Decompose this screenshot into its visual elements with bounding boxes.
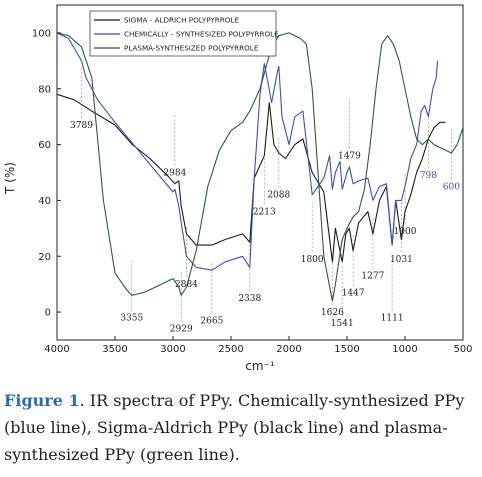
peak-label: 1031 (390, 255, 413, 265)
x-tick-label: 2500 (218, 344, 243, 355)
series-lines (56, 32, 464, 302)
peak-label: 600 (443, 182, 460, 192)
peak-label: 1479 (338, 152, 361, 162)
peak-label: 1541 (331, 319, 354, 329)
figure-caption: Figure 1. IR spectra of PPy. Chemically-… (4, 387, 478, 468)
peak-label: 2665 (200, 316, 223, 326)
x-axis-title: cm⁻¹ (245, 359, 275, 373)
peak-label: 1447 (342, 288, 365, 298)
legend: SIGMA - ALDRICH POLYPYRROLE CHEMICALLY - … (89, 10, 279, 57)
peak-label: 1800 (301, 255, 324, 265)
axis-ticks: 4000 3500 3000 2500 2000 1500 1000 500 0 20 40 60 80… (32, 28, 473, 355)
plot-frame (56, 4, 464, 341)
y-tick-label: 20 (38, 252, 51, 263)
peak-label: 3789 (70, 121, 93, 131)
peak-label: 2213 (253, 207, 276, 217)
series-line-plasma-synthesized-polypyrrole (56, 32, 464, 302)
peak-label: 2884 (175, 280, 198, 290)
legend-label: CHEMICALLY - SYNTHESIZED POLYPYRROLE (124, 30, 279, 39)
legend-box (89, 10, 277, 57)
y-tick-label: 40 (38, 196, 51, 207)
series-line-chemically-synthesized-polypyrrole (56, 32, 439, 271)
peak-label: 2984 (163, 168, 186, 178)
y-tick-label: 60 (38, 140, 51, 151)
annotation-guides (81, 67, 452, 324)
legend-label: PLASMA-SYNTHESIZED POLYPYRROLE (124, 44, 259, 53)
y-tick-label: 0 (45, 308, 51, 319)
figure-label: Figure 1 (4, 391, 80, 410)
peak-label: 1000 (394, 227, 417, 237)
peak-label: 1626 (321, 308, 344, 318)
x-tick-label: 500 (453, 344, 472, 355)
peak-label: 1111 (381, 313, 404, 323)
ir-spectra-figure: 4000 3500 3000 2500 2000 1500 1000 500 0 20 40 60 80… (3, 4, 473, 373)
x-tick-label: 1500 (334, 344, 359, 355)
x-tick-label: 4000 (44, 344, 69, 355)
x-tick-label: 3000 (160, 344, 185, 355)
peak-label: 2338 (238, 294, 261, 304)
x-tick-label: 3500 (102, 344, 127, 355)
ir-spectra-chart: 4000 3500 3000 2500 2000 1500 1000 500 0 20 40 60 80… (3, 4, 473, 373)
y-tick-label: 80 (38, 84, 51, 95)
y-axis-title: T (%) (3, 162, 17, 195)
peak-label: 798 (420, 171, 437, 181)
peak-label: 3355 (120, 313, 143, 323)
peak-label: 1277 (361, 272, 384, 282)
legend-label: SIGMA - ALDRICH POLYPYRROLE (124, 16, 239, 25)
x-tick-label: 1000 (392, 344, 417, 355)
y-tick-label: 100 (32, 28, 51, 39)
peak-annotations: 3789 2984 3355 2929 2884 2665 2338 2213 2088 1800… (70, 121, 460, 335)
peak-label: 2929 (170, 325, 193, 335)
x-tick-label: 2000 (276, 344, 301, 355)
caption-text: . IR spectra of PPy. Chemically-synthesi… (4, 391, 465, 464)
peak-label: 2088 (267, 191, 290, 201)
